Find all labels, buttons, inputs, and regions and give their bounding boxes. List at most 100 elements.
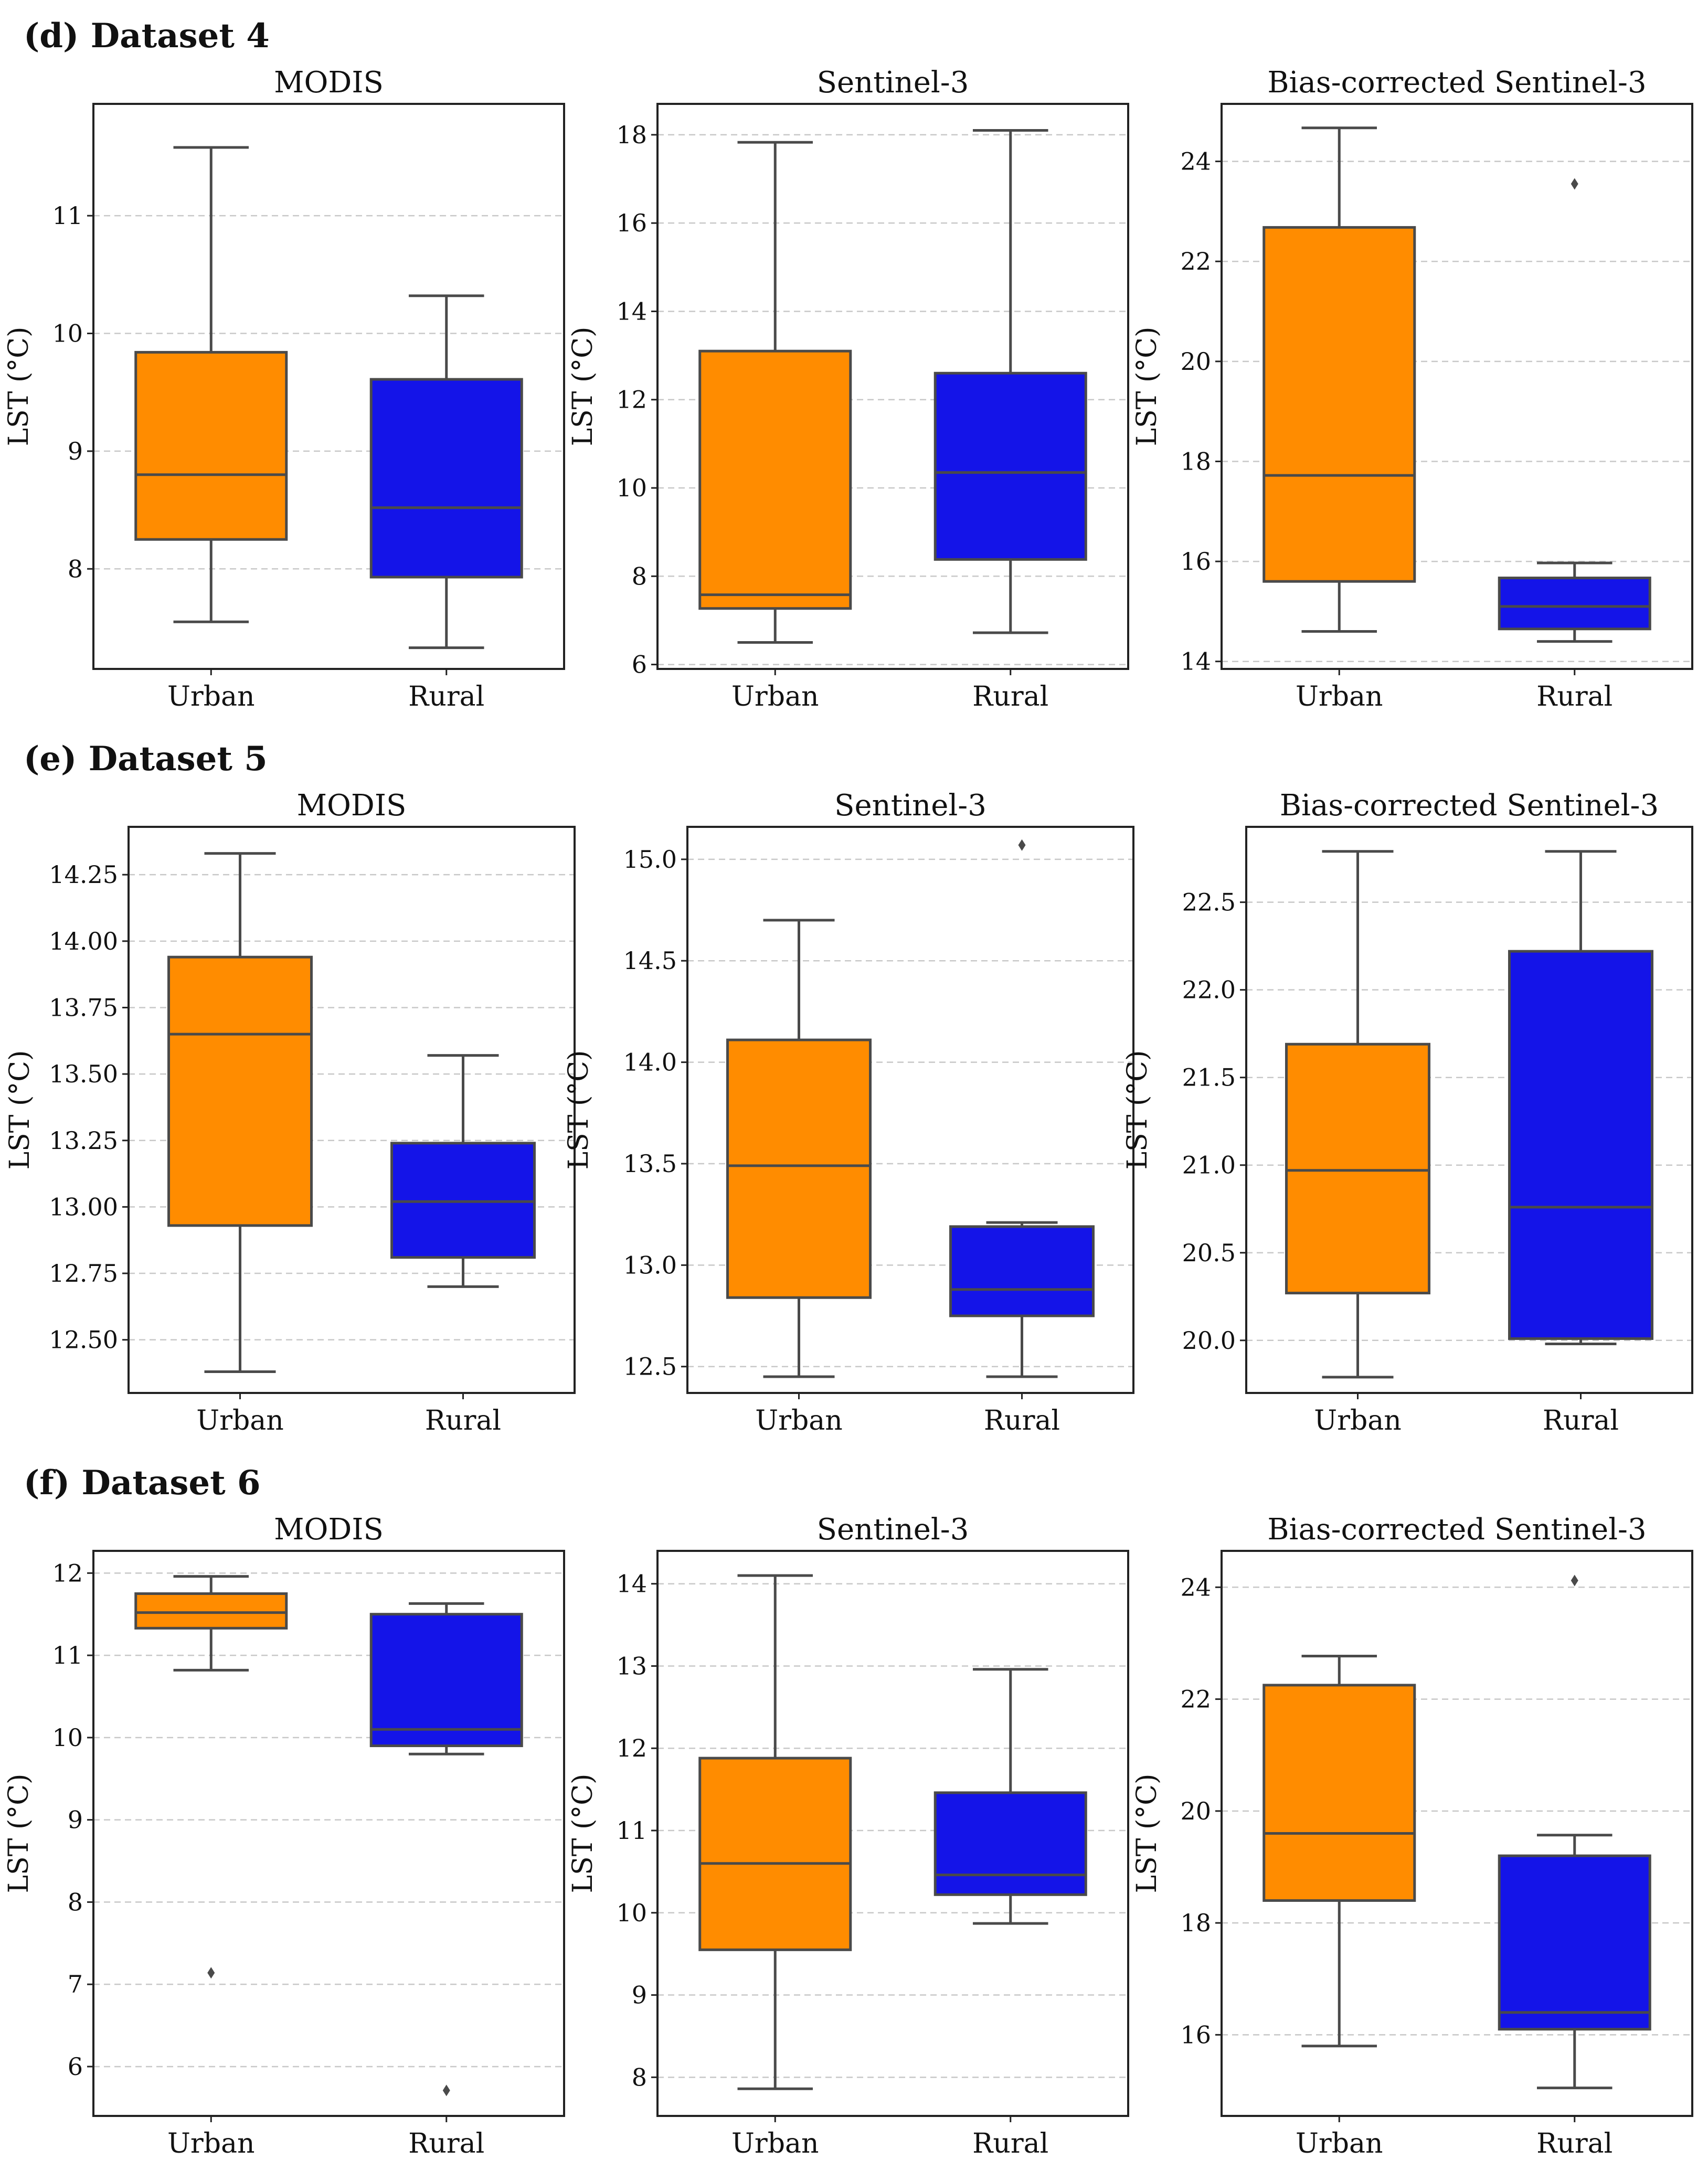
iqr-box [369, 1613, 523, 1748]
box-urban [1263, 1654, 1416, 2048]
box-rural [369, 294, 523, 650]
chart-panel-2: Sentinel-3 6 8 10 12 14 16 18 LST (°C) Urban Rural [567, 66, 1129, 712]
plot-frame [686, 826, 1134, 1394]
y-axis-label: LST (°C) [4, 1050, 36, 1170]
iqr-box [390, 1142, 536, 1259]
x-category-label: Urban [1296, 681, 1383, 712]
iqr-box [1263, 226, 1416, 583]
x-category-label: Rural [972, 681, 1048, 712]
chart-panel-7: MODIS 6 7 8 9 10 11 12 LST (°C) Urban Rural [3, 1513, 565, 2159]
chart-title: Sentinel-3 [817, 1513, 969, 1547]
y-tick-label: 20.0 [1182, 1326, 1236, 1355]
chart-panels: MODIS 8 9 10 11 LST (°C) Urban Rural Sentinel-3 6… [3, 66, 1693, 2159]
y-axis-label: LST (°C) [1131, 1774, 1163, 1893]
y-tick-label: 12.75 [49, 1259, 118, 1288]
chart-title: Sentinel-3 [834, 789, 986, 823]
chart-title: Sentinel-3 [817, 66, 969, 100]
chart-panel-4: MODIS 12.50 12.75 13.00 13.25 13.50 13.75 14.00… [4, 789, 576, 1437]
y-tick-label: 8 [632, 2063, 647, 2091]
box-rural [933, 1668, 1087, 1925]
y-tick-label: 8 [632, 562, 647, 590]
y-tick-label: 16 [1180, 2020, 1211, 2049]
y-tick-label: 13 [616, 1652, 647, 1680]
y-tick-label: 13.50 [49, 1060, 118, 1088]
y-tick-label: 12.5 [623, 1353, 677, 1381]
section-title-e: (e) Dataset 5 [24, 739, 268, 779]
y-axis-label: LST (°C) [567, 1774, 599, 1893]
y-axis-label: LST (°C) [1131, 327, 1163, 446]
chart-title: MODIS [274, 66, 384, 100]
y-tick-label: 13.75 [49, 993, 118, 1022]
box-urban [167, 852, 313, 1373]
y-tick-label: 20 [1180, 1797, 1211, 1825]
x-category-label: Rural [972, 2128, 1048, 2159]
chart-panel-6: Bias-corrected Sentinel-3 20.0 20.5 21.0 21.… [1122, 789, 1693, 1437]
box-urban [134, 1575, 288, 1979]
y-tick-label: 24 [1180, 1573, 1211, 1601]
y-tick-label: 18 [1180, 447, 1211, 475]
box-rural [933, 129, 1087, 634]
y-tick-label: 12.50 [49, 1326, 118, 1354]
box-urban [726, 919, 872, 1378]
iqr-box [933, 1791, 1087, 1896]
iqr-box [167, 955, 313, 1227]
y-tick-label: 14.00 [49, 927, 118, 955]
y-tick-label: 13.0 [623, 1251, 677, 1279]
box-rural [1498, 178, 1651, 643]
y-tick-label: 10 [616, 474, 647, 502]
y-tick-label: 14.0 [623, 1048, 677, 1077]
x-category-label: Urban [755, 1405, 842, 1437]
plot-frame [92, 1550, 565, 2117]
y-tick-label: 11 [52, 1641, 83, 1669]
iqr-box [1498, 577, 1651, 631]
y-tick-label: 14 [1180, 647, 1211, 676]
y-tick-label: 11 [52, 201, 83, 230]
chart-title: MODIS [297, 789, 407, 823]
y-tick-label: 22.0 [1182, 976, 1236, 1004]
y-tick-label: 8 [68, 555, 83, 583]
y-tick-label: 15.0 [623, 845, 677, 874]
plot-frame [1245, 826, 1693, 1394]
iqr-box [726, 1038, 872, 1299]
outlier-marker [207, 1967, 215, 1979]
y-tick-label: 16 [616, 209, 647, 237]
box-rural [1508, 850, 1653, 1345]
x-category-label: Urban [167, 681, 254, 712]
y-tick-label: 10 [52, 320, 83, 348]
iqr-box [933, 371, 1087, 561]
chart-title: Bias-corrected Sentinel-3 [1267, 1513, 1646, 1547]
y-axis-label: LST (°C) [3, 1774, 35, 1893]
box-rural [390, 1054, 536, 1288]
outlier-marker [1571, 1574, 1578, 1587]
y-tick-label: 6 [632, 651, 647, 679]
iqr-box [134, 1592, 288, 1630]
plot-frame [1221, 1550, 1693, 2117]
iqr-box [1285, 1042, 1430, 1295]
box-urban [1285, 850, 1430, 1379]
y-tick-label: 7 [68, 1970, 83, 1998]
y-tick-label: 24 [1180, 147, 1211, 176]
y-tick-label: 18 [1180, 1909, 1211, 1937]
y-axis-label: LST (°C) [563, 1050, 595, 1170]
iqr-box [698, 1757, 852, 1951]
y-tick-label: 8 [68, 1888, 83, 1916]
x-category-label: Rural [984, 1405, 1060, 1437]
chart-title: Bias-corrected Sentinel-3 [1280, 789, 1659, 823]
y-tick-label: 13.25 [49, 1126, 118, 1155]
y-tick-label: 9 [632, 1981, 647, 2009]
x-category-label: Rural [1536, 2128, 1612, 2159]
x-category-label: Rural [1536, 681, 1612, 712]
y-tick-label: 6 [68, 2052, 83, 2081]
y-axis-label: LST (°C) [567, 327, 599, 446]
chart-panel-3: Bias-corrected Sentinel-3 14 16 18 20 22 24 LST… [1131, 66, 1693, 712]
iqr-box [1498, 1854, 1651, 2031]
iqr-box [369, 378, 523, 579]
y-tick-label: 22 [1180, 247, 1211, 275]
chart-panel-5: Sentinel-3 12.5 13.0 13.5 14.0 14.5 15.0 LST (°… [563, 789, 1134, 1437]
x-category-label: Urban [1314, 1405, 1401, 1437]
x-category-label: Rural [1543, 1405, 1619, 1437]
x-category-label: Urban [731, 2128, 819, 2159]
y-tick-label: 11 [616, 1816, 647, 1845]
y-tick-label: 18 [616, 121, 647, 149]
